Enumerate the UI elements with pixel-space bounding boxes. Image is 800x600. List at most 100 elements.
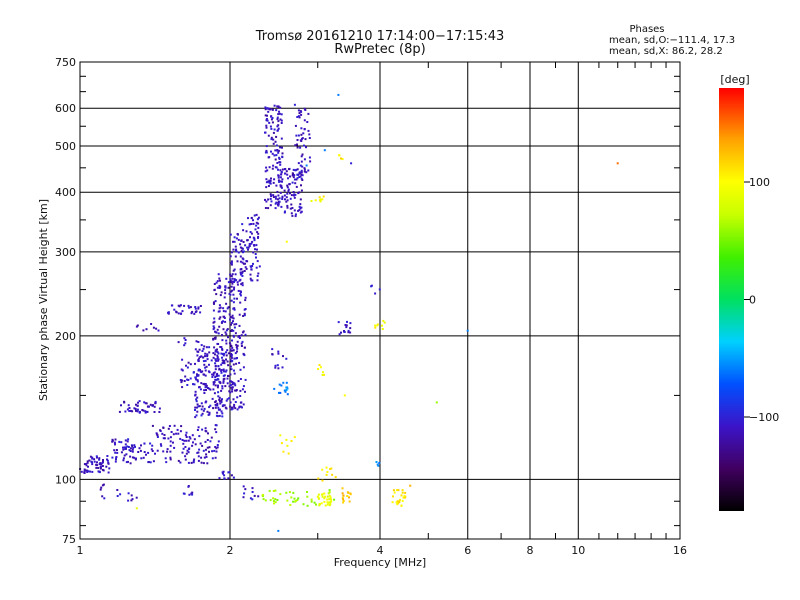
data-point	[214, 364, 217, 367]
data-point	[216, 446, 219, 449]
data-point	[270, 194, 273, 197]
data-point	[267, 110, 270, 113]
data-point	[300, 113, 303, 116]
data-point	[125, 461, 128, 464]
data-point	[340, 157, 342, 160]
data-point	[205, 389, 207, 391]
data-point	[239, 243, 242, 246]
data-point	[189, 306, 192, 309]
data-point	[202, 462, 205, 465]
data-point	[225, 354, 228, 357]
data-point	[317, 493, 320, 496]
data-point	[197, 368, 200, 371]
data-point	[278, 391, 280, 394]
data-point	[229, 273, 232, 276]
data-point	[130, 494, 133, 497]
data-point	[274, 501, 277, 504]
data-point	[162, 450, 165, 453]
data-point	[188, 306, 191, 309]
data-point	[264, 170, 267, 173]
data-point	[192, 460, 195, 463]
data-point	[277, 179, 280, 182]
data-point	[239, 378, 242, 380]
data-point	[393, 491, 396, 494]
data-point	[250, 232, 253, 235]
data-point	[265, 118, 268, 120]
data-point	[138, 400, 141, 403]
data-point	[257, 222, 260, 225]
data-point	[214, 428, 217, 431]
data-point	[226, 382, 229, 385]
data-point	[308, 137, 311, 139]
data-point	[258, 265, 261, 268]
data-point	[86, 460, 89, 463]
data-point	[228, 397, 231, 400]
data-point	[99, 465, 102, 468]
data-point	[270, 136, 273, 139]
data-point	[233, 323, 236, 326]
data-point	[238, 361, 241, 364]
x-tick-label: 10	[571, 544, 585, 557]
data-point	[350, 162, 353, 165]
data-point	[348, 496, 350, 499]
data-point	[217, 365, 220, 368]
data-point	[254, 253, 257, 255]
data-point	[233, 240, 236, 243]
data-point	[295, 168, 298, 171]
data-point	[243, 308, 246, 311]
data-point	[217, 310, 220, 313]
data-point	[189, 437, 192, 440]
data-point	[435, 401, 438, 404]
data-point	[222, 360, 225, 363]
data-point	[279, 493, 282, 496]
data-point	[375, 461, 378, 463]
data-point	[229, 401, 232, 404]
data-point	[203, 456, 206, 459]
data-point	[194, 307, 197, 310]
data-point	[323, 500, 326, 503]
data-point	[196, 451, 199, 454]
data-point	[187, 361, 190, 364]
data-point	[240, 401, 243, 404]
data-point	[248, 243, 251, 245]
data-point	[295, 134, 298, 137]
data-point	[255, 213, 258, 216]
data-point	[216, 342, 219, 345]
data-point	[216, 411, 219, 414]
data-point	[321, 479, 324, 482]
data-point	[93, 458, 96, 461]
data-point	[230, 260, 233, 263]
data-point	[172, 433, 175, 436]
data-point	[127, 492, 130, 495]
data-point	[154, 452, 156, 455]
data-point	[291, 214, 294, 217]
data-point	[197, 455, 200, 458]
data-point	[216, 280, 219, 283]
data-point	[151, 424, 154, 427]
data-point	[298, 209, 301, 211]
data-point	[213, 381, 216, 383]
data-point	[209, 440, 212, 443]
data-point	[215, 431, 218, 434]
data-point	[193, 458, 196, 461]
data-point	[250, 265, 253, 268]
data-point	[195, 378, 198, 381]
data-point	[236, 281, 239, 284]
data-point	[240, 249, 243, 252]
data-point	[264, 114, 267, 117]
data-point	[272, 500, 275, 502]
data-point	[403, 495, 406, 498]
data-point	[173, 424, 176, 427]
data-point	[304, 138, 307, 141]
data-point	[232, 334, 235, 337]
data-point	[342, 498, 345, 501]
data-point	[218, 307, 221, 310]
data-point	[142, 456, 145, 459]
data-point	[199, 442, 202, 445]
data-point	[128, 449, 131, 452]
data-point	[264, 207, 267, 209]
data-point	[239, 294, 242, 297]
data-point	[303, 168, 306, 171]
data-point	[105, 465, 108, 468]
data-point	[181, 439, 184, 441]
